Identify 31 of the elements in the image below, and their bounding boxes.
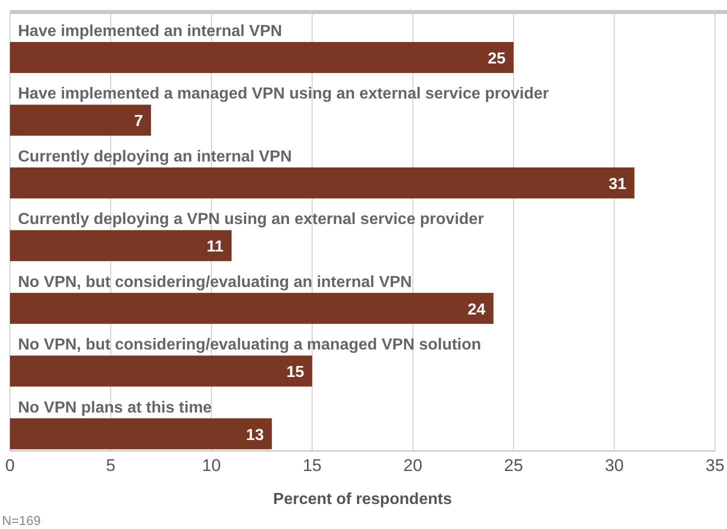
y-tick-label: Currently deploying a VPN using an external service provider [18, 211, 484, 228]
data-label: 7 [134, 113, 144, 130]
bar [10, 356, 312, 387]
x-tick-label: 30 [604, 456, 624, 476]
data-label: 13 [246, 426, 264, 444]
text: N=169 [2, 513, 41, 528]
data-label: 15 [286, 364, 304, 382]
bar [10, 230, 232, 262]
y-tick-label: No VPN, but considering/evaluating a managed VPN solution [18, 336, 482, 354]
bar [10, 167, 634, 198]
x-axis-title: Percent of respondents [273, 491, 452, 508]
x-tick-label: 5 [106, 456, 116, 476]
data-label: 25 [488, 50, 506, 68]
y-tick-label: Have implemented a managed VPN using an external service provider [18, 86, 549, 103]
y-tick-label: No VPN plans at this time [18, 399, 212, 416]
x-tick-label: 20 [403, 456, 422, 476]
y-tick-label: No VPN, but considering/evaluating an internal VPN [18, 274, 412, 291]
x-tick-label: 25 [504, 456, 524, 476]
x-tick-label: 10 [202, 456, 221, 476]
bar [10, 292, 494, 324]
data-label: 31 [608, 176, 627, 193]
x-tick-label: 0 [5, 456, 15, 476]
bar [10, 42, 514, 73]
x-tick-label: 35 [706, 456, 724, 476]
y-tick-label: Currently deploying an internal VPN [18, 148, 292, 166]
x-tick-label: 15 [302, 456, 322, 476]
y-tick-label: Have implemented an internal VPN [18, 23, 282, 40]
bar [10, 104, 151, 136]
data-label: 11 [206, 238, 224, 256]
bar [10, 418, 272, 450]
data-label: 24 [468, 301, 486, 318]
